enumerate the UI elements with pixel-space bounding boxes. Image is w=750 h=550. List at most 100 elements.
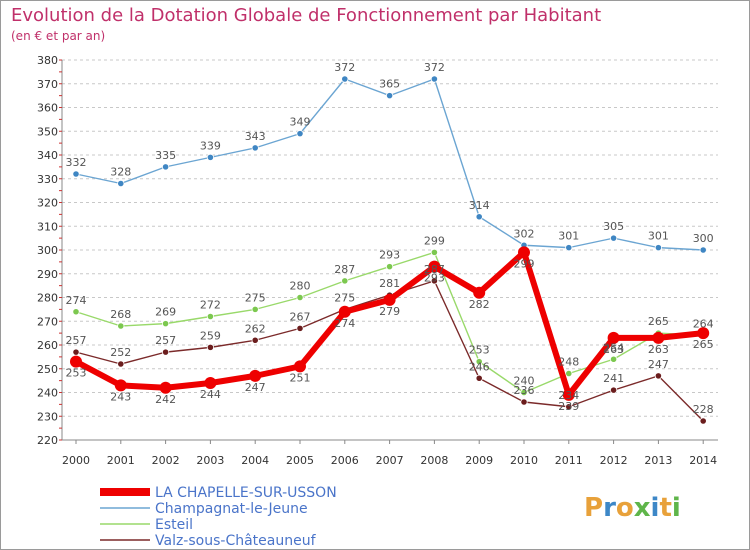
logo-letter: P xyxy=(584,493,603,523)
label-3-2014: 265 xyxy=(693,338,714,351)
label-2-2000: 257 xyxy=(66,334,87,347)
label-3-2007: 279 xyxy=(379,305,400,318)
point-3-2004 xyxy=(249,369,262,382)
label-2-2002: 257 xyxy=(155,334,176,347)
point-3-2003 xyxy=(204,377,217,389)
y-tick-290: 290 xyxy=(37,268,58,281)
label-0-2011: 301 xyxy=(558,230,579,243)
label-3-2004: 247 xyxy=(245,381,266,394)
legend-label-2: Valz-sous-Châteauneuf xyxy=(155,533,317,549)
y-tick-240: 240 xyxy=(37,387,58,400)
point-1-2008 xyxy=(430,248,438,256)
label-1-2014: 264 xyxy=(693,318,714,331)
x-tick-2008: 2008 xyxy=(420,454,448,467)
label-2-2013: 247 xyxy=(648,358,669,371)
series xyxy=(70,75,710,425)
label-1-2007: 293 xyxy=(379,249,400,262)
point-3-2008 xyxy=(428,260,441,273)
point-1-2001 xyxy=(117,322,125,330)
label-3-2003: 244 xyxy=(200,388,221,401)
point-0-2005 xyxy=(296,130,304,138)
point-2-2008 xyxy=(430,277,438,285)
y-tick-220: 220 xyxy=(37,434,58,447)
logo-letter: x xyxy=(634,493,651,523)
label-1-2005: 280 xyxy=(290,280,311,293)
label-0-2004: 343 xyxy=(245,130,266,143)
x-tick-2012: 2012 xyxy=(600,454,628,467)
point-1-2002 xyxy=(162,320,170,328)
label-3-2009: 282 xyxy=(469,298,490,311)
x-tick-2011: 2011 xyxy=(555,454,583,467)
point-1-2005 xyxy=(296,293,304,302)
label-2-2005: 267 xyxy=(290,310,311,323)
label-2-2014: 228 xyxy=(693,403,714,416)
point-2-2011 xyxy=(565,403,573,411)
y-tick-360: 360 xyxy=(37,102,58,115)
point-2-2003 xyxy=(206,343,214,351)
logo-letter: t xyxy=(659,493,671,523)
label-3-2006: 274 xyxy=(334,317,355,330)
label-3-2010: 299 xyxy=(514,257,535,270)
label-3-2013: 263 xyxy=(648,343,669,356)
point-3-2001 xyxy=(114,379,127,392)
point-0-2004 xyxy=(251,144,259,152)
label-0-2013: 301 xyxy=(648,230,669,243)
proxiti-logo: Proxiti xyxy=(584,493,681,523)
point-2-2009 xyxy=(475,374,483,382)
label-3-2001: 243 xyxy=(110,390,131,403)
y-tick-310: 310 xyxy=(37,220,58,233)
label-0-2014: 300 xyxy=(693,232,714,245)
point-1-2007 xyxy=(385,263,394,271)
label-1-2012: 254 xyxy=(603,341,624,354)
label-1-2002: 269 xyxy=(155,306,176,319)
point-3-2013 xyxy=(652,331,665,344)
label-0-2000: 332 xyxy=(66,156,87,169)
y-tick-260: 260 xyxy=(37,339,58,352)
label-0-2005: 349 xyxy=(290,116,311,129)
point-1-2006 xyxy=(341,277,349,285)
point-2-2001 xyxy=(117,360,125,368)
point-1-2003 xyxy=(206,312,214,321)
point-0-2001 xyxy=(117,179,125,188)
label-2-2003: 259 xyxy=(200,329,221,342)
x-tick-2000: 2000 xyxy=(62,454,90,467)
logo-letter: i xyxy=(672,493,681,523)
x-tick-2005: 2005 xyxy=(286,454,314,467)
label-0-2006: 372 xyxy=(334,61,355,74)
y-tick-330: 330 xyxy=(37,173,58,186)
label-0-2001: 328 xyxy=(110,166,131,179)
label-0-2009: 314 xyxy=(469,199,490,212)
label-2-2007: 281 xyxy=(379,277,400,290)
point-3-2010 xyxy=(518,246,530,259)
y-tick-300: 300 xyxy=(37,244,58,257)
label-0-2007: 365 xyxy=(379,78,400,91)
point-0-2012 xyxy=(609,234,618,242)
point-3-2014 xyxy=(697,327,710,340)
y-tick-350: 350 xyxy=(37,125,58,138)
point-0-2003 xyxy=(206,153,214,161)
point-2-2010 xyxy=(520,398,528,406)
x-tick-2013: 2013 xyxy=(644,454,672,467)
x-tick-2004: 2004 xyxy=(241,454,269,467)
point-0-2013 xyxy=(654,244,663,252)
logo-text: Proxiti xyxy=(584,493,681,523)
label-1-2008: 299 xyxy=(424,234,445,247)
point-3-2009 xyxy=(473,286,486,299)
logo-letter: i xyxy=(651,493,660,523)
point-0-2006 xyxy=(341,75,349,83)
label-1-2004: 275 xyxy=(245,291,266,304)
label-0-2008: 372 xyxy=(424,61,445,74)
x-tick-2006: 2006 xyxy=(331,454,359,467)
label-2-2004: 262 xyxy=(245,322,266,335)
point-1-2011 xyxy=(565,369,573,378)
label-0-2002: 335 xyxy=(155,149,176,162)
y-tick-280: 280 xyxy=(37,292,58,305)
x-tick-2003: 2003 xyxy=(196,454,224,467)
point-0-2007 xyxy=(385,92,394,100)
x-tick-2010: 2010 xyxy=(510,454,538,467)
legend: LA CHAPELLE-SUR-USSONChampagnat-le-Jeune… xyxy=(100,485,337,549)
label-1-2011: 248 xyxy=(558,356,579,369)
point-1-2012 xyxy=(609,355,618,363)
y-tick-370: 370 xyxy=(37,78,58,91)
